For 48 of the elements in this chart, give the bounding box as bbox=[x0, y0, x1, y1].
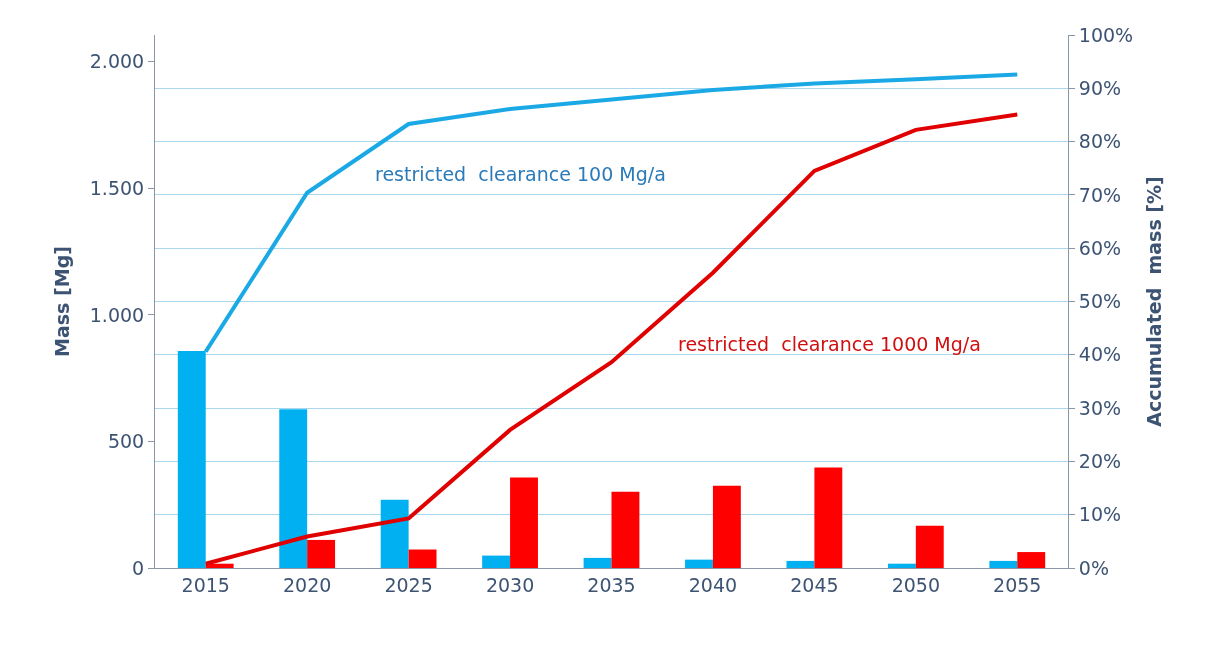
bar bbox=[685, 559, 713, 568]
y-axis-title: Mass [Mg] bbox=[50, 246, 73, 357]
y-tick-label: 2.000 bbox=[89, 50, 145, 73]
line-series bbox=[203, 72, 1020, 354]
x-tick-label: 2050 bbox=[891, 573, 941, 596]
series-label: restricted clearance 1000 Mg/a bbox=[678, 333, 981, 355]
bar bbox=[177, 351, 206, 568]
y2-tick-label: 90% bbox=[1078, 76, 1122, 99]
bar bbox=[510, 477, 538, 568]
y2-tick-label: 80% bbox=[1078, 130, 1122, 153]
x-tick-label: 2055 bbox=[993, 573, 1042, 596]
x-tick-label: 2045 bbox=[790, 573, 839, 596]
y-tick-label: 1.000 bbox=[89, 303, 145, 326]
y2-tick-label: 50% bbox=[1078, 290, 1122, 313]
series-label: restricted clearance 100 Mg/a bbox=[375, 163, 666, 185]
y2-tick-label: 100% bbox=[1078, 23, 1134, 46]
bar bbox=[611, 491, 640, 568]
x-tick-label: 2025 bbox=[384, 573, 433, 596]
y-tick-label: 1.500 bbox=[89, 177, 145, 200]
y2-tick-label: 20% bbox=[1078, 450, 1122, 473]
bar bbox=[408, 549, 437, 568]
bar bbox=[307, 539, 336, 568]
y2-tick-label: 60% bbox=[1078, 236, 1122, 259]
bar bbox=[915, 525, 944, 568]
y2-tick-label: 0% bbox=[1078, 556, 1109, 579]
bar bbox=[786, 560, 815, 568]
x-tick-label: 2015 bbox=[181, 573, 230, 596]
bar bbox=[583, 557, 612, 568]
bar bbox=[814, 467, 843, 568]
x-tick-label: 2040 bbox=[688, 573, 738, 596]
bar bbox=[712, 485, 741, 568]
y2-tick-label: 40% bbox=[1078, 343, 1122, 366]
bar bbox=[1017, 552, 1046, 568]
y2-tick-label: 70% bbox=[1078, 183, 1122, 206]
bar bbox=[279, 409, 308, 568]
y2-tick-label: 30% bbox=[1078, 396, 1122, 419]
bar bbox=[482, 555, 511, 568]
y2-axis-title: Accumulated mass [%] bbox=[1142, 176, 1165, 427]
x-tick-label: 2020 bbox=[282, 573, 332, 596]
bar bbox=[380, 499, 409, 568]
x-tick-label: 2035 bbox=[587, 573, 636, 596]
y2-tick-label: 10% bbox=[1078, 503, 1122, 526]
x-tick-label: 2030 bbox=[485, 573, 535, 596]
line-series bbox=[203, 112, 1020, 566]
bar bbox=[887, 563, 916, 568]
y-tick-label: 500 bbox=[107, 430, 145, 453]
bar bbox=[989, 560, 1018, 568]
y-tick-label: 0 bbox=[132, 556, 145, 579]
